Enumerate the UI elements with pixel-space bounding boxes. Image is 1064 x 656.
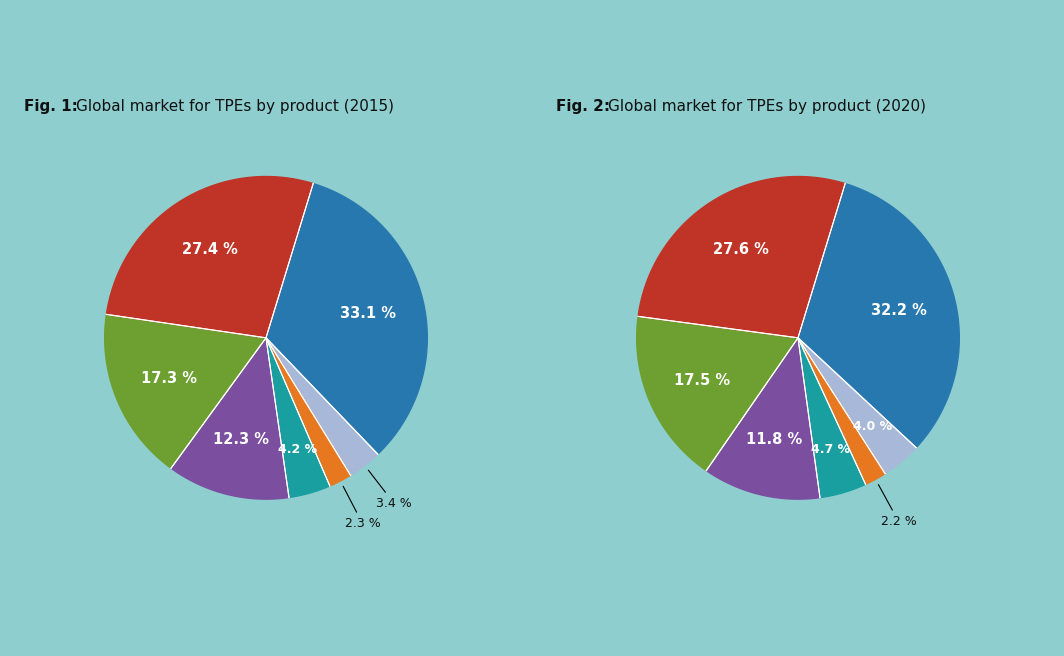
Polygon shape bbox=[798, 184, 960, 447]
Polygon shape bbox=[106, 176, 313, 338]
Polygon shape bbox=[798, 338, 885, 484]
Text: 4.7 %: 4.7 % bbox=[811, 443, 850, 456]
Polygon shape bbox=[636, 316, 798, 470]
Text: 27.6 %: 27.6 % bbox=[714, 242, 769, 257]
Polygon shape bbox=[798, 338, 865, 498]
Text: 32.2 %: 32.2 % bbox=[871, 303, 927, 318]
Polygon shape bbox=[706, 338, 820, 499]
Polygon shape bbox=[638, 176, 845, 338]
Text: 2.3 %: 2.3 % bbox=[344, 486, 381, 531]
Text: Global market for TPEs by product (2015): Global market for TPEs by product (2015) bbox=[76, 99, 394, 114]
Text: 4.0 %: 4.0 % bbox=[853, 420, 892, 434]
Polygon shape bbox=[266, 338, 330, 497]
Text: 2.2 %: 2.2 % bbox=[879, 485, 917, 528]
Text: 17.3 %: 17.3 % bbox=[142, 371, 197, 386]
Text: 11.8 %: 11.8 % bbox=[746, 432, 802, 447]
Text: Global market for TPEs by product (2020): Global market for TPEs by product (2020) bbox=[608, 99, 926, 114]
Polygon shape bbox=[266, 338, 378, 475]
Text: Fig. 2:: Fig. 2: bbox=[556, 99, 610, 114]
Polygon shape bbox=[266, 184, 428, 454]
Text: Fig. 1:: Fig. 1: bbox=[24, 99, 78, 114]
Polygon shape bbox=[104, 314, 266, 468]
Text: 12.3 %: 12.3 % bbox=[213, 432, 269, 447]
Polygon shape bbox=[798, 338, 916, 474]
Text: 17.5 %: 17.5 % bbox=[674, 373, 730, 388]
Text: 3.4 %: 3.4 % bbox=[368, 470, 412, 510]
Polygon shape bbox=[266, 338, 350, 486]
Text: 33.1 %: 33.1 % bbox=[340, 306, 396, 321]
Text: 27.4 %: 27.4 % bbox=[182, 241, 238, 256]
Text: 4.2 %: 4.2 % bbox=[278, 443, 317, 456]
Polygon shape bbox=[171, 338, 289, 499]
